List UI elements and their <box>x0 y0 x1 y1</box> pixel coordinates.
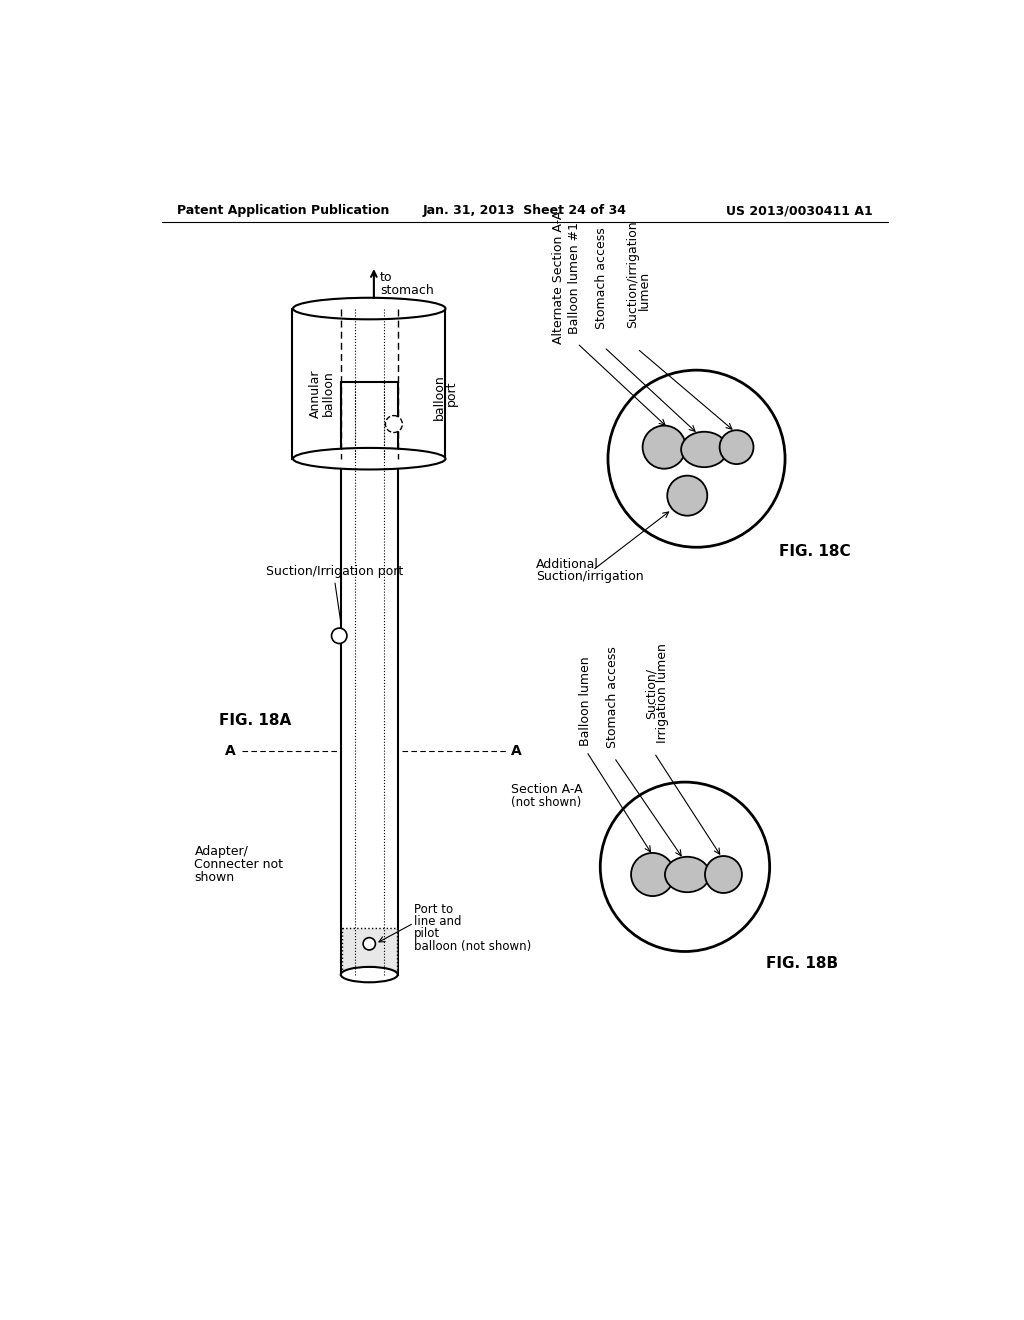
Text: (not shown): (not shown) <box>511 796 582 809</box>
Text: stomach: stomach <box>380 284 434 297</box>
Ellipse shape <box>681 432 727 467</box>
Text: line and: line and <box>414 915 462 928</box>
Text: US 2013/0030411 A1: US 2013/0030411 A1 <box>726 205 872 218</box>
Text: balloon: balloon <box>322 371 335 416</box>
Text: FIG. 18B: FIG. 18B <box>766 956 838 970</box>
Text: Port to: Port to <box>414 903 453 916</box>
Circle shape <box>631 853 674 896</box>
Circle shape <box>385 416 402 433</box>
Circle shape <box>332 628 347 644</box>
Text: pilot: pilot <box>414 927 440 940</box>
Text: lumen: lumen <box>638 272 651 310</box>
Circle shape <box>720 430 754 465</box>
Text: Jan. 31, 2013  Sheet 24 of 34: Jan. 31, 2013 Sheet 24 of 34 <box>423 205 627 218</box>
Text: A: A <box>225 744 237 758</box>
Text: Irrigation lumen: Irrigation lumen <box>656 644 670 743</box>
Text: A: A <box>511 744 521 758</box>
Ellipse shape <box>665 857 710 892</box>
Text: Suction/irrigation: Suction/irrigation <box>626 220 639 327</box>
Text: Balloon lumen: Balloon lumen <box>579 656 592 746</box>
Text: Connecter not: Connecter not <box>195 858 284 871</box>
Text: Suction/irrigation: Suction/irrigation <box>537 570 644 583</box>
Text: Additional: Additional <box>537 557 599 570</box>
Text: Balloon lumen #1: Balloon lumen #1 <box>568 222 581 334</box>
Text: Section A-A: Section A-A <box>511 783 583 796</box>
Bar <box>292 309 444 459</box>
Text: Patent Application Publication: Patent Application Publication <box>177 205 389 218</box>
Bar <box>341 381 397 974</box>
Text: Annular: Annular <box>309 370 323 417</box>
Circle shape <box>364 937 376 950</box>
Circle shape <box>668 475 708 516</box>
Text: shown: shown <box>195 871 234 884</box>
Text: Suction/Irrigation port: Suction/Irrigation port <box>266 565 403 578</box>
Text: Adapter/: Adapter/ <box>195 845 249 858</box>
Text: Suction/: Suction/ <box>645 668 658 719</box>
Text: FIG. 18C: FIG. 18C <box>779 544 851 558</box>
Text: balloon (not shown): balloon (not shown) <box>414 940 531 953</box>
Bar <box>342 928 397 970</box>
Circle shape <box>643 425 686 469</box>
Text: port: port <box>444 380 458 407</box>
Text: Alternate Section A-A: Alternate Section A-A <box>552 211 565 345</box>
Text: to: to <box>380 271 392 284</box>
Text: Stomach access: Stomach access <box>595 227 608 329</box>
Ellipse shape <box>341 966 397 982</box>
Text: balloon: balloon <box>433 375 446 420</box>
Text: Stomach access: Stomach access <box>606 647 620 748</box>
Text: FIG. 18A: FIG. 18A <box>219 713 292 729</box>
Ellipse shape <box>293 298 445 319</box>
Ellipse shape <box>293 447 445 470</box>
Circle shape <box>705 855 742 892</box>
